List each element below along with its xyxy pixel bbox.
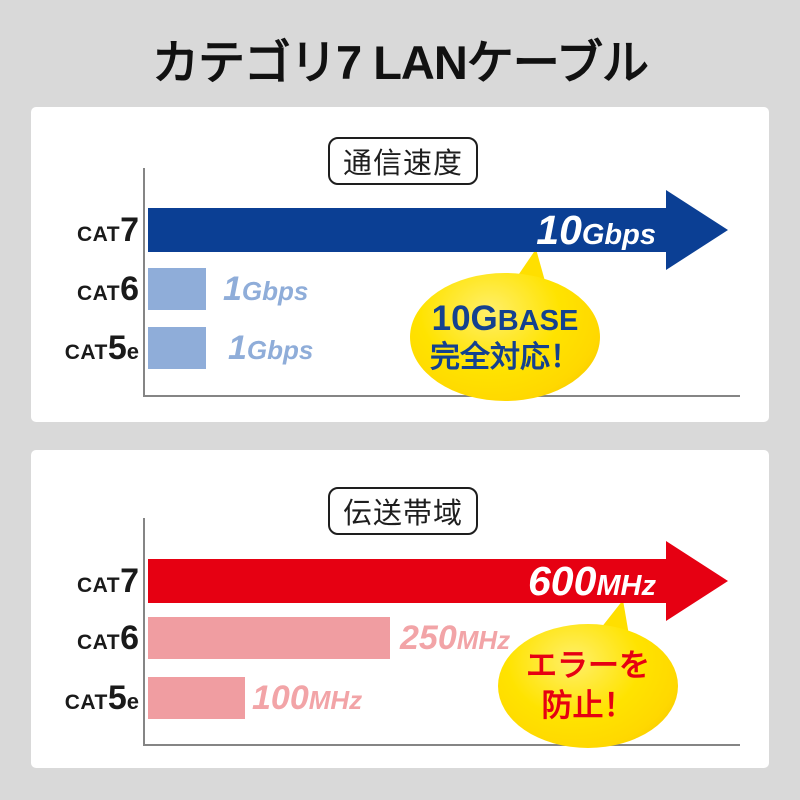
callout-text-speed: 10GBASE 完全対応！ xyxy=(430,299,580,375)
chart-title-speed: 通信速度 xyxy=(342,148,463,180)
x-axis-speed xyxy=(143,395,740,397)
callout-bubble-bandwidth xyxy=(498,624,678,748)
chart-title-badge-speed: 通信速度 xyxy=(328,137,478,185)
x-axis-bandwidth xyxy=(143,744,740,746)
value-label-cat6-speed: 1Gbps xyxy=(223,270,309,308)
y-axis-speed xyxy=(143,168,145,397)
category-label-cat7-speed: CAT7 xyxy=(76,211,139,249)
speed-arrow-cat7 xyxy=(148,190,728,270)
callout-text-bandwidth: エラーを 防止！ xyxy=(526,647,650,723)
speed-chart-panel: 通信速度 CAT7 CAT6 CAT5e 10Gbps 1Gbps 1Gbps … xyxy=(31,107,769,422)
bandwidth-bar-cat5e xyxy=(148,677,245,719)
speed-bar-cat6 xyxy=(148,268,206,310)
bandwidth-bar-cat6 xyxy=(148,617,390,659)
category-label-cat6-speed: CAT6 xyxy=(76,270,139,308)
callout-bubble-speed xyxy=(410,273,600,401)
value-label-cat7-bandwidth: 600MHz xyxy=(527,558,656,604)
y-axis-bandwidth xyxy=(143,518,145,746)
page-title: カテゴリ7 LANケーブル xyxy=(152,36,649,89)
category-label-cat5e-bandwidth: CAT5e xyxy=(64,679,139,717)
value-label-cat7-speed: 10Gbps xyxy=(536,207,656,253)
value-label-cat5e-speed: 1Gbps xyxy=(228,329,314,367)
speed-bar-cat5e xyxy=(148,327,206,369)
category-label-cat5e-speed: CAT5e xyxy=(64,329,139,367)
chart-title-badge-bandwidth: 伝送帯域 xyxy=(328,487,478,535)
bandwidth-chart-panel: 伝送帯域 CAT7 CAT6 CAT5e 600MHz 250MHz 100MH… xyxy=(31,450,769,768)
value-label-cat5e-bandwidth: 100MHz xyxy=(252,679,363,717)
category-label-cat7-bandwidth: CAT7 xyxy=(76,562,139,600)
bandwidth-arrow-cat7 xyxy=(148,541,728,621)
category-label-cat6-bandwidth: CAT6 xyxy=(76,619,139,657)
chart-title-bandwidth: 伝送帯域 xyxy=(342,498,463,530)
value-label-cat6-bandwidth: 250MHz xyxy=(400,619,511,657)
